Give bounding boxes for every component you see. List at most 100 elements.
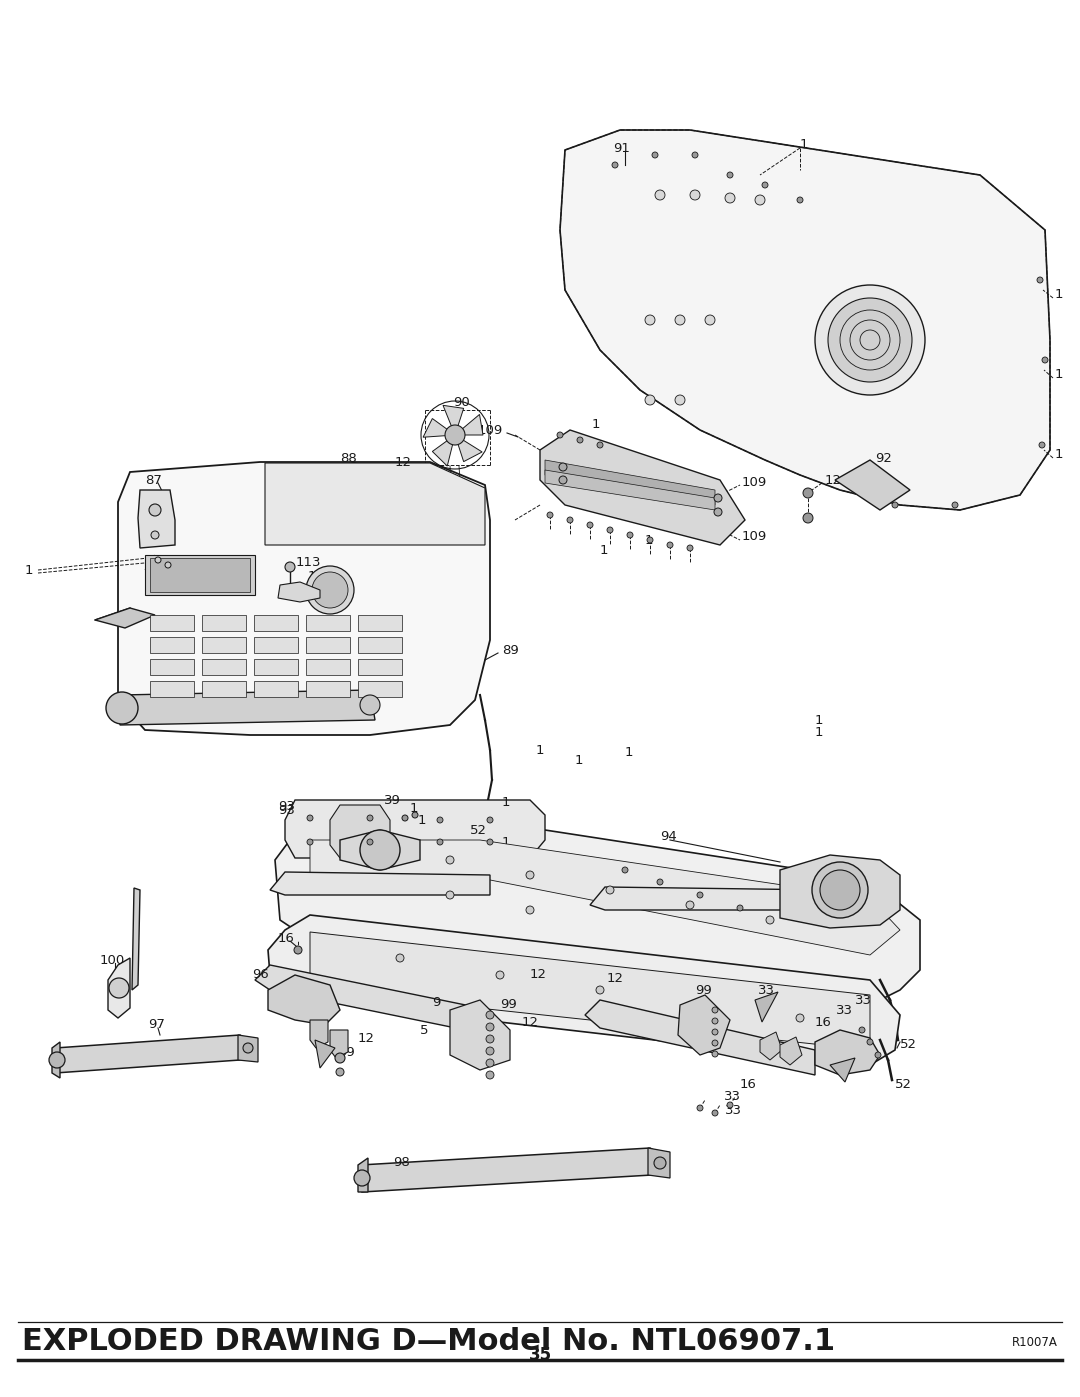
Circle shape [612, 162, 618, 168]
Circle shape [712, 1051, 718, 1058]
Circle shape [712, 1018, 718, 1024]
Text: 1: 1 [536, 743, 544, 757]
Polygon shape [780, 1037, 802, 1065]
Circle shape [606, 886, 615, 894]
Circle shape [796, 1014, 804, 1023]
Polygon shape [254, 659, 298, 675]
Text: 1: 1 [502, 796, 511, 809]
Circle shape [557, 432, 563, 439]
Text: 12: 12 [530, 968, 546, 982]
Text: 5: 5 [420, 1024, 429, 1037]
Polygon shape [357, 680, 402, 697]
Text: 33: 33 [758, 983, 775, 996]
Polygon shape [306, 637, 350, 652]
Polygon shape [315, 1039, 335, 1067]
Text: 98: 98 [393, 1155, 409, 1168]
Polygon shape [310, 840, 900, 956]
Circle shape [687, 545, 693, 550]
Polygon shape [270, 872, 490, 895]
Polygon shape [145, 555, 255, 595]
Circle shape [647, 536, 653, 543]
Circle shape [597, 441, 603, 448]
Circle shape [1039, 441, 1045, 448]
Polygon shape [357, 615, 402, 631]
Polygon shape [202, 659, 246, 675]
Circle shape [686, 901, 694, 909]
Circle shape [402, 814, 408, 821]
Circle shape [804, 488, 813, 497]
Polygon shape [120, 690, 375, 725]
Text: 33: 33 [836, 1003, 853, 1017]
Polygon shape [306, 615, 350, 631]
Circle shape [360, 830, 400, 870]
Text: 94: 94 [660, 830, 677, 842]
Circle shape [804, 513, 813, 522]
Circle shape [697, 893, 703, 898]
Circle shape [577, 437, 583, 443]
Circle shape [445, 425, 465, 446]
Circle shape [712, 1039, 718, 1046]
Circle shape [335, 1053, 345, 1063]
Circle shape [486, 1023, 494, 1031]
Polygon shape [255, 965, 490, 1035]
Text: 93: 93 [278, 803, 295, 816]
Circle shape [526, 907, 534, 914]
Text: 100: 100 [100, 954, 125, 967]
Polygon shape [52, 1042, 60, 1078]
Text: 1: 1 [815, 714, 824, 726]
Circle shape [156, 557, 161, 563]
Polygon shape [254, 680, 298, 697]
Polygon shape [238, 1035, 258, 1062]
Circle shape [486, 1035, 494, 1044]
Text: 92: 92 [875, 451, 892, 464]
Circle shape [367, 840, 373, 845]
Circle shape [607, 527, 613, 534]
Circle shape [596, 986, 604, 995]
Polygon shape [95, 608, 156, 629]
Text: 33: 33 [313, 1003, 330, 1017]
Circle shape [712, 1030, 718, 1035]
Text: 99: 99 [338, 1045, 354, 1059]
Polygon shape [561, 130, 1050, 510]
Circle shape [546, 511, 553, 518]
Circle shape [486, 1059, 494, 1067]
Circle shape [354, 1171, 370, 1186]
Text: 101: 101 [308, 570, 334, 584]
Polygon shape [357, 637, 402, 652]
Circle shape [526, 870, 534, 879]
Circle shape [755, 196, 765, 205]
Polygon shape [835, 460, 910, 510]
Text: 12: 12 [522, 1016, 539, 1028]
Text: 9: 9 [432, 996, 441, 1009]
Circle shape [486, 1046, 494, 1055]
Text: 109: 109 [742, 531, 767, 543]
Circle shape [951, 502, 958, 509]
Polygon shape [357, 1158, 368, 1192]
Text: 90: 90 [453, 395, 470, 408]
Polygon shape [118, 462, 490, 735]
Polygon shape [278, 583, 320, 602]
Circle shape [1037, 277, 1043, 284]
Polygon shape [150, 659, 194, 675]
Polygon shape [330, 1030, 348, 1058]
Circle shape [762, 182, 768, 189]
Circle shape [705, 314, 715, 326]
Circle shape [487, 817, 492, 823]
Circle shape [446, 856, 454, 863]
Circle shape [336, 1067, 345, 1076]
Text: 99: 99 [696, 983, 712, 996]
Polygon shape [275, 820, 920, 1004]
Circle shape [306, 566, 354, 615]
Polygon shape [455, 434, 482, 461]
Polygon shape [150, 557, 249, 592]
Circle shape [367, 814, 373, 821]
Polygon shape [55, 1035, 255, 1073]
Text: 99: 99 [500, 999, 516, 1011]
Circle shape [49, 1052, 65, 1067]
Polygon shape [360, 1148, 669, 1192]
Polygon shape [815, 1030, 880, 1076]
Circle shape [654, 1157, 666, 1169]
Text: 89: 89 [502, 644, 518, 657]
Circle shape [867, 1039, 873, 1045]
Circle shape [815, 285, 924, 395]
